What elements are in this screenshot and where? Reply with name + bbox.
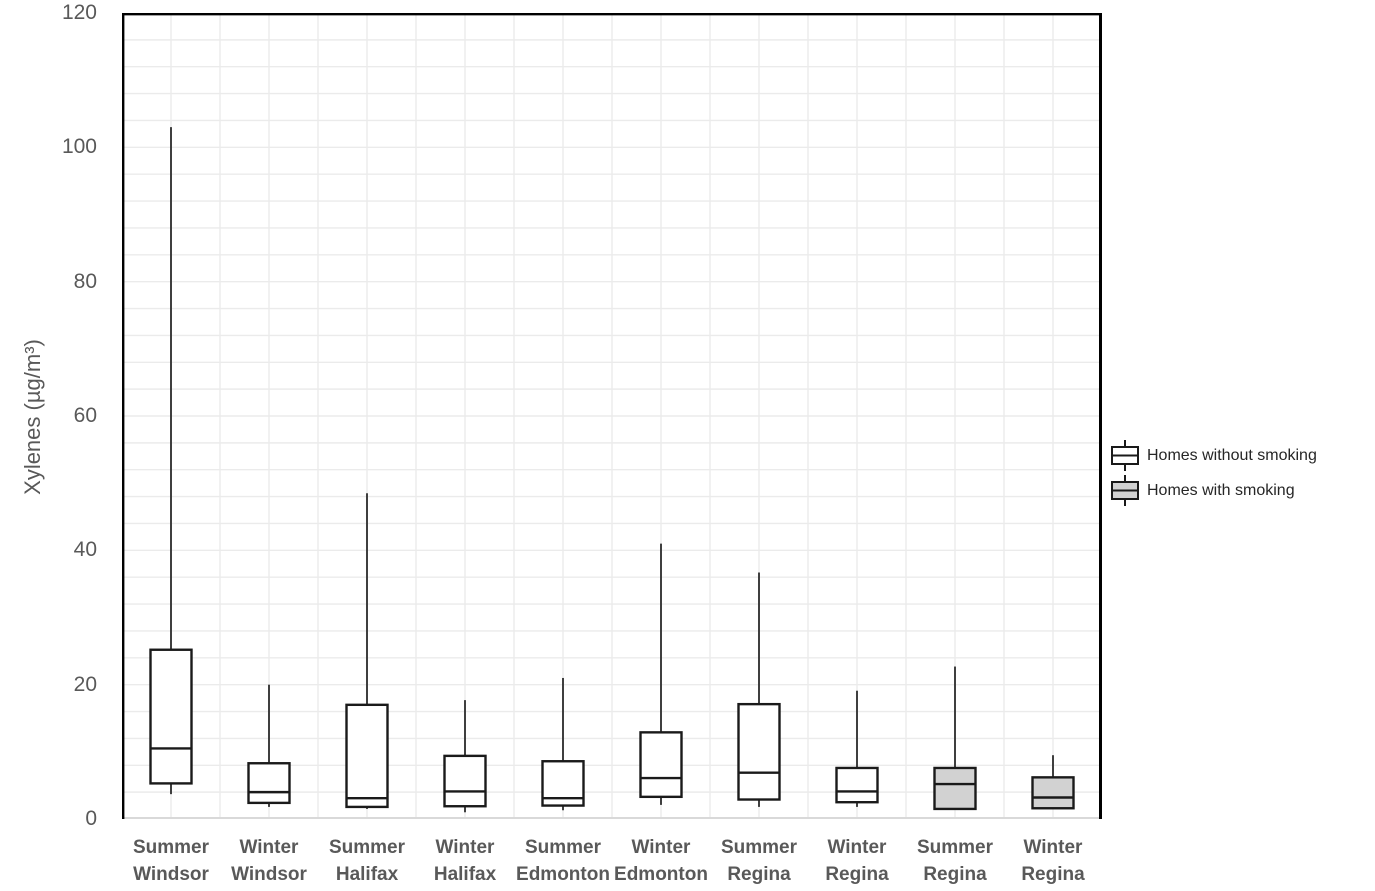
legend-item-without-smoking: Homes without smoking: [1110, 438, 1317, 473]
x-label-6: Winter Edmonton: [612, 834, 710, 888]
x-label-10: Winter Regina: [1004, 834, 1102, 888]
box-summer-regina: [737, 702, 781, 801]
x-label-season: Winter: [827, 837, 887, 858]
y-tick-label-80: 80: [73, 269, 97, 293]
legend-item-with-smoking: Homes with smoking: [1110, 473, 1317, 508]
box-winter-regina: [835, 766, 879, 804]
box-winter-edmonton: [639, 731, 683, 799]
x-label-season: Summer: [916, 837, 994, 858]
y-tick-label-0: 0: [85, 807, 97, 830]
x-label-9: Summer Regina: [906, 834, 1004, 888]
box-summer-regina: [933, 766, 977, 811]
x-label-city: Regina: [825, 864, 889, 885]
boxplot-swatch-icon: [1111, 474, 1139, 506]
box-summer-halifax: [345, 703, 389, 809]
x-label-season: Summer: [720, 837, 798, 858]
y-tick-label-20: 20: [73, 672, 97, 696]
x-label-city: Regina: [1021, 864, 1085, 885]
y-axis-tick-labels: 0 20 40 60 80 100 120: [0, 1, 97, 830]
box-winter-halifax: [443, 754, 487, 808]
x-label-season: Winter: [631, 837, 691, 858]
boxplot-canvas: [122, 13, 1102, 819]
x-label-8: Winter Regina: [808, 834, 906, 888]
box-winter-regina: [1031, 776, 1075, 810]
x-label-5: Summer Edmonton: [514, 834, 612, 888]
y-tick-label-40: 40: [73, 538, 97, 562]
x-label-season: Summer: [524, 837, 602, 858]
y-tick-label-60: 60: [73, 404, 97, 427]
x-label-city: Edmonton: [516, 864, 610, 885]
legend: Homes without smoking Homes with smoking: [1110, 438, 1317, 508]
x-label-7: Summer Regina: [710, 834, 808, 888]
y-tick-label-120: 120: [61, 1, 97, 24]
x-label-city: Regina: [923, 864, 987, 885]
x-label-city: Regina: [727, 864, 791, 885]
x-label-4: Winter Halifax: [416, 834, 514, 888]
x-label-city: Edmonton: [614, 864, 708, 885]
x-label-season: Winter: [239, 837, 299, 858]
x-label-city: Halifax: [335, 864, 399, 885]
x-label-season: Summer: [132, 837, 210, 858]
x-label-city: Windsor: [231, 864, 307, 885]
x-label-1: Summer Windsor: [122, 834, 220, 888]
plot-area: [122, 13, 1102, 819]
x-label-season: Winter: [435, 837, 495, 858]
x-label-season: Summer: [328, 837, 406, 858]
x-label-2: Winter Windsor: [220, 834, 318, 888]
box-winter-windsor: [247, 762, 291, 805]
x-label-3: Summer Halifax: [318, 834, 416, 888]
x-label-city: Halifax: [433, 864, 497, 885]
x-label-season: Winter: [1023, 837, 1083, 858]
x-axis-category-labels: Summer Windsor Winter Windsor Summer Halifax W…: [122, 834, 1102, 891]
legend-label: Homes with smoking: [1147, 481, 1295, 499]
boxplot-swatch-icon: [1111, 439, 1139, 471]
y-tick-label-100: 100: [61, 135, 97, 159]
legend-label: Homes without smoking: [1147, 446, 1317, 464]
x-label-city: Windsor: [133, 864, 209, 885]
box-summer-windsor: [149, 648, 193, 785]
